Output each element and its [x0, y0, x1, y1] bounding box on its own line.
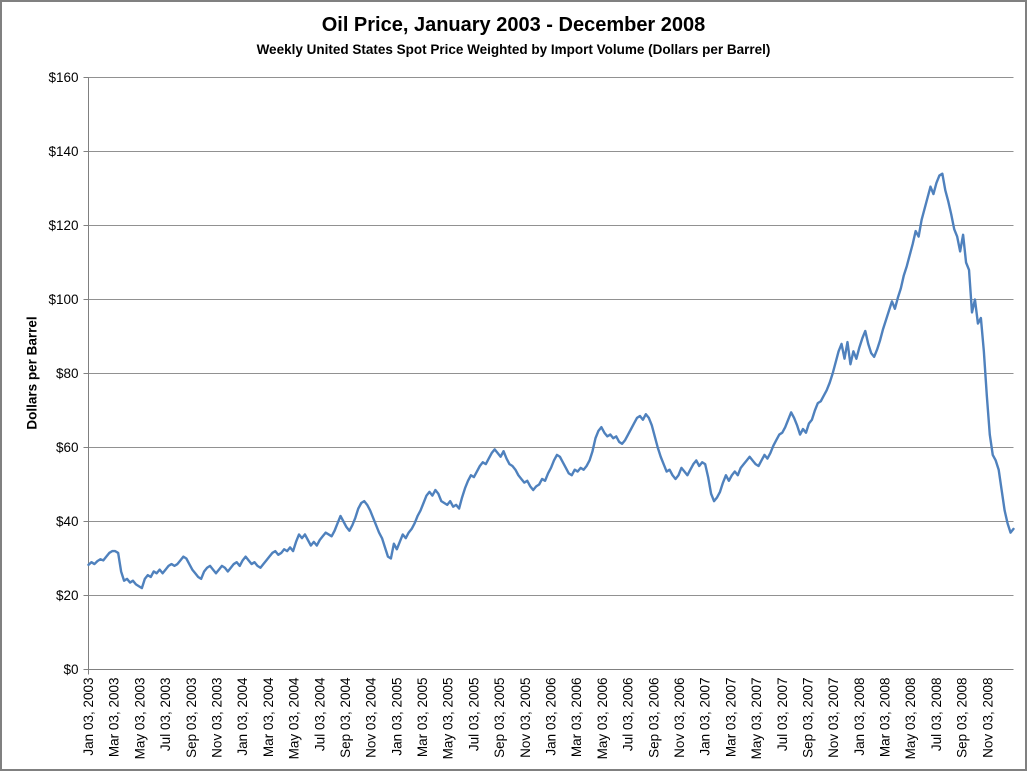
y-tick-label: $120: [48, 218, 78, 233]
y-tick-label: $60: [56, 440, 79, 455]
x-tick-label: Mar 03, 2005: [415, 678, 430, 758]
price-line: [87, 172, 1015, 590]
x-tick-label: Jan 03, 2006: [544, 678, 559, 756]
y-tick-label: $140: [48, 144, 78, 159]
x-tick-label: Mar 03, 2004: [261, 677, 276, 757]
x-tick-label: Mar 03, 2008: [878, 678, 893, 758]
x-tick-label: Nov 03, 2005: [518, 678, 533, 758]
x-tick-label: May 03, 2007: [749, 678, 764, 760]
x-tick-label: Nov 03, 2008: [980, 678, 995, 758]
y-axis-title: Dollars per Barrel: [24, 316, 40, 430]
x-tick-label: May 03, 2004: [287, 677, 302, 759]
x-tick-label: Sep 03, 2007: [800, 678, 815, 758]
x-tick-label: Sep 03, 2003: [184, 678, 199, 758]
x-tick-label: Nov 03, 2007: [826, 678, 841, 758]
x-tick-label: Jul 03, 2004: [312, 677, 327, 751]
x-tick-label: Sep 03, 2004: [338, 677, 353, 758]
x-tick-label: Jul 03, 2003: [158, 678, 173, 752]
x-tick-label: Jul 03, 2008: [929, 678, 944, 752]
y-tick-label: $80: [56, 366, 79, 381]
x-tick-label: Sep 03, 2006: [646, 678, 661, 758]
x-tick-label: Sep 03, 2008: [955, 678, 970, 758]
x-tick-label: Jul 03, 2006: [621, 678, 636, 752]
chart-subtitle: Weekly United States Spot Price Weighted…: [256, 42, 771, 57]
x-tick-label: Jan 03, 2008: [852, 678, 867, 756]
x-tick-label: May 03, 2008: [903, 678, 918, 760]
x-tick-label: Mar 03, 2007: [723, 678, 738, 758]
y-tick-label: $0: [63, 662, 78, 677]
x-tick-label: Jan 03, 2003: [81, 678, 96, 756]
x-tick-label: May 03, 2003: [132, 678, 147, 760]
x-tick-label: Nov 03, 2003: [209, 678, 224, 758]
x-tick-label: Jan 03, 2005: [389, 678, 404, 756]
y-tick-label: $160: [48, 70, 78, 85]
y-tick-label: $40: [56, 514, 79, 529]
chart-title: Oil Price, January 2003 - December 2008: [321, 14, 706, 36]
x-tick-label: May 03, 2005: [441, 678, 456, 760]
x-tick-label: Jan 03, 2007: [698, 678, 713, 756]
y-tick-label: $100: [48, 292, 78, 307]
x-tick-label: Mar 03, 2006: [569, 678, 584, 758]
x-tick-label: May 03, 2006: [595, 678, 610, 760]
x-tick-label: Jul 03, 2005: [466, 678, 481, 752]
x-tick-label: Nov 03, 2006: [672, 678, 687, 758]
x-tick-label: Sep 03, 2005: [492, 678, 507, 758]
x-tick-label: Nov 03, 2004: [364, 677, 379, 758]
x-tick-label: Jul 03, 2007: [775, 678, 790, 752]
x-tick-label: Mar 03, 2003: [107, 678, 122, 758]
x-tick-label: Jan 03, 2004: [235, 677, 250, 756]
y-tick-label: $20: [56, 588, 79, 603]
